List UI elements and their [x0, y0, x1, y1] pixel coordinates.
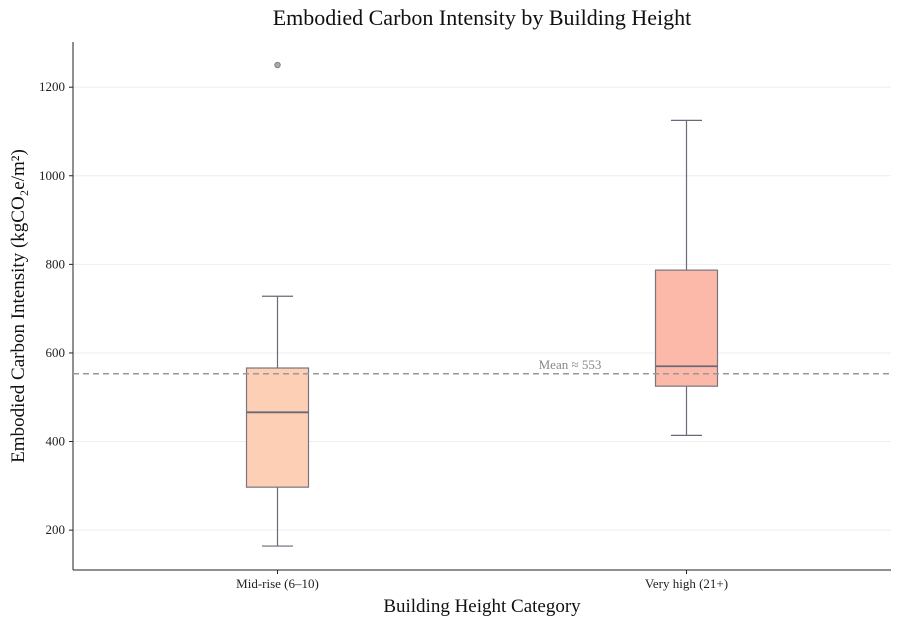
- outlier-point: [274, 61, 281, 69]
- box-iqr: [245, 367, 310, 488]
- x-axis-label: Building Height Category: [383, 596, 581, 617]
- mean-label: Mean ≈ 553: [539, 357, 602, 372]
- y-axis-label: Embodied Carbon Intensity (kgCO₂e/m²): [8, 149, 29, 463]
- y-tick-label: 600: [46, 345, 66, 360]
- box-iqr: [654, 269, 719, 387]
- y-tick-label: 200: [46, 522, 66, 537]
- x-tick-label: Very high (21+): [645, 576, 728, 591]
- y-tick-label: 800: [46, 256, 66, 271]
- y-tick-label: 1000: [39, 168, 65, 183]
- y-tick-label: 1200: [39, 79, 65, 94]
- x-tick-label: Mid-rise (6–10): [236, 576, 319, 591]
- chart-title: Embodied Carbon Intensity by Building He…: [273, 5, 692, 30]
- y-tick-label: 400: [46, 434, 66, 449]
